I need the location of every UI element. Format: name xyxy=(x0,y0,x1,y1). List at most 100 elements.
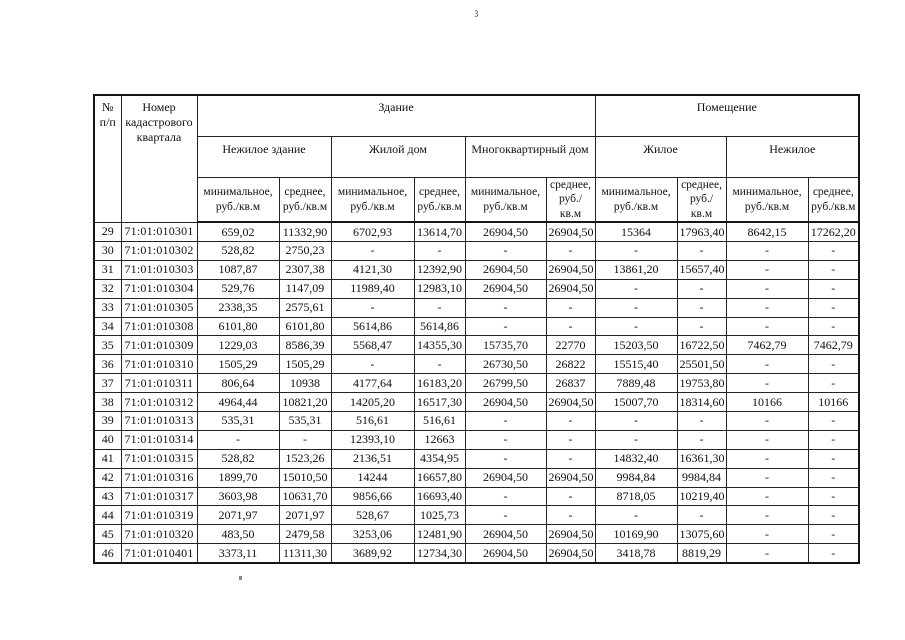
value-cell: 26799,50 xyxy=(464,373,547,394)
value-cell: - xyxy=(676,316,727,337)
row-number-cell: 39 xyxy=(93,411,122,431)
value-cell: - xyxy=(807,278,860,299)
value-cell: - xyxy=(545,411,596,431)
value-cell: - xyxy=(545,429,596,450)
table-row: 36 71:01:010310 1505,29 1505,29- -26730,50 26… xyxy=(93,354,860,375)
table-row: 46 71:01:010401 3373,11 11311,30 3689,92 1273… xyxy=(93,543,860,564)
column-header-min: минимальное, руб./кв.м xyxy=(594,177,678,224)
value-cell: 14355,30 xyxy=(413,335,466,356)
column-header-min: минимальное, руб./кв.м xyxy=(330,177,415,224)
value-cell: - xyxy=(807,505,860,526)
value-cell: - xyxy=(725,297,809,318)
value-cell: 26904,50 xyxy=(464,392,547,413)
value-cell: 1025,73 xyxy=(413,505,466,526)
value-cell: 18314,60 xyxy=(676,392,727,413)
value-cell: - xyxy=(807,316,860,337)
row-number-cell: 46 xyxy=(93,543,122,564)
column-header-row-number: № п/п xyxy=(93,94,122,223)
value-cell: 11332,90 xyxy=(278,221,332,243)
column-header-avg: среднее, руб./кв.м xyxy=(545,177,596,224)
value-cell: 5614,86 xyxy=(330,316,415,337)
value-cell: 26904,50 xyxy=(464,543,547,564)
value-cell: 13861,20 xyxy=(594,259,678,280)
value-cell: 2071,97 xyxy=(278,505,332,526)
cadastral-number-cell: 71:01:010308 xyxy=(120,316,198,337)
column-header-min: минимальное, руб./кв.м xyxy=(464,177,547,224)
value-cell: 14205,20 xyxy=(330,392,415,413)
value-cell: - xyxy=(725,486,809,507)
value-cell: 12983,10 xyxy=(413,278,466,299)
value-cell: 8642,15 xyxy=(725,221,809,243)
value-cell: - xyxy=(545,448,596,469)
value-cell: - xyxy=(725,448,809,469)
value-cell: 15657,40 xyxy=(676,259,727,280)
value-cell: - xyxy=(594,278,678,299)
value-cell: 22770 xyxy=(545,335,596,356)
value-cell: - xyxy=(807,354,860,375)
value-cell: - xyxy=(464,486,547,507)
value-cell: 26822 xyxy=(545,354,596,375)
table-row: 34 71:01:010308 6101,80 6101,80 5614,86 5614,… xyxy=(93,316,860,337)
subgroup-header-residential-premise: Жилое xyxy=(594,136,727,178)
table-row: 30 71:01:010302 528,82 2750,23- - - - - - - - xyxy=(93,241,860,261)
row-number-cell: 40 xyxy=(93,429,122,450)
column-header-avg: среднее, руб./кв.м xyxy=(807,177,860,224)
value-cell: 13614,70 xyxy=(413,221,466,243)
value-cell: - xyxy=(545,486,596,507)
value-cell: - xyxy=(594,241,678,261)
value-cell: 528,82 xyxy=(196,241,280,261)
value-cell: 483,50 xyxy=(196,524,280,545)
value-cell: 26904,50 xyxy=(545,392,596,413)
value-cell: 26904,50 xyxy=(464,221,547,243)
value-cell: 10166 xyxy=(725,392,809,413)
value-cell: - xyxy=(676,505,727,526)
value-cell: 1899,70 xyxy=(196,467,280,488)
value-cell: 12392,90 xyxy=(413,259,466,280)
table-row: 39 71:01:010313 535,31 535,31 516,61 516,61- -… xyxy=(93,411,860,431)
value-cell: - xyxy=(676,241,727,261)
value-cell: - xyxy=(807,429,860,450)
cadastral-number-cell: 71:01:010305 xyxy=(120,297,198,318)
cadastral-number-cell: 71:01:010310 xyxy=(120,354,198,375)
value-cell: - xyxy=(464,297,547,318)
value-cell: 14244 xyxy=(330,467,415,488)
row-number-cell: 44 xyxy=(93,505,122,526)
value-cell: 535,31 xyxy=(278,411,332,431)
value-cell: 15010,50 xyxy=(278,467,332,488)
value-cell: 9856,66 xyxy=(330,486,415,507)
cadastral-number-cell: 71:01:010302 xyxy=(120,241,198,261)
value-cell: - xyxy=(464,448,547,469)
row-number-cell: 35 xyxy=(93,335,122,356)
table-row: 44 71:01:010319 2071,97 2071,97 528,67 1025,7… xyxy=(93,505,860,526)
value-cell: 6702,93 xyxy=(330,221,415,243)
table-row: 40 71:01:010314- -12393,10 12663- - - - - - xyxy=(93,429,860,450)
value-cell: - xyxy=(330,241,415,261)
value-cell: 2307,38 xyxy=(278,259,332,280)
value-cell: - xyxy=(413,354,466,375)
table-row: 41 71:01:010315 528,82 1523,26 2136,51 4354,9… xyxy=(93,448,860,469)
value-cell: 12663 xyxy=(413,429,466,450)
subgroup-header-nonresidential-building: Нежилое здание xyxy=(196,136,332,178)
column-header-min: минимальное, руб./кв.м xyxy=(725,177,809,224)
value-cell: 26904,50 xyxy=(545,278,596,299)
value-cell: 26904,50 xyxy=(545,221,596,243)
value-cell: 26730,50 xyxy=(464,354,547,375)
value-cell: - xyxy=(807,373,860,394)
value-cell: - xyxy=(594,411,678,431)
cadastral-number-cell: 71:01:010309 xyxy=(120,335,198,356)
value-cell: - xyxy=(807,543,860,564)
value-cell: - xyxy=(545,505,596,526)
value-cell: 2750,23 xyxy=(278,241,332,261)
cadastral-number-cell: 71:01:010315 xyxy=(120,448,198,469)
table-row: 42 71:01:010316 1899,70 15010,50 14244 16657,… xyxy=(93,467,860,488)
value-cell: 10166 xyxy=(807,392,860,413)
cadastral-number-cell: 71:01:010320 xyxy=(120,524,198,545)
value-cell: 1229,03 xyxy=(196,335,280,356)
value-cell: - xyxy=(330,297,415,318)
value-cell: 1505,29 xyxy=(278,354,332,375)
value-cell: 659,02 xyxy=(196,221,280,243)
value-cell: - xyxy=(725,241,809,261)
value-cell: 26904,50 xyxy=(464,259,547,280)
table-row: 31 71:01:010303 1087,87 2307,38 4121,30 12392… xyxy=(93,259,860,280)
value-cell: 3603,98 xyxy=(196,486,280,507)
